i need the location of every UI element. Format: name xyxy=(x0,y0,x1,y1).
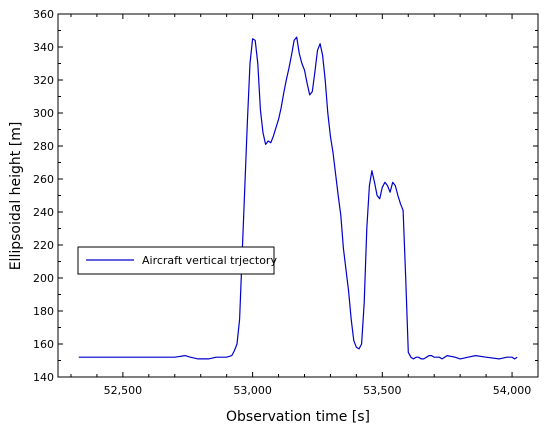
y-tick-label: 140 xyxy=(33,371,54,384)
y-tick-label: 300 xyxy=(33,107,54,120)
y-tick-label: 160 xyxy=(33,338,54,351)
y-tick-label: 340 xyxy=(33,41,54,54)
x-tick-label: 54,000 xyxy=(493,384,532,397)
x-axis-title: Observation time [s] xyxy=(226,409,370,425)
y-tick-label: 180 xyxy=(33,305,54,318)
ticks xyxy=(58,13,539,378)
y-tick-label: 320 xyxy=(33,74,54,87)
tick-labels: 140 160 180 200 220 240 260 280 300 320 340 360 52,5… xyxy=(33,8,531,397)
x-tick-label: 53,500 xyxy=(363,384,402,397)
x-tick-label: 52,500 xyxy=(104,384,143,397)
plot-area xyxy=(57,13,539,378)
legend: Aircraft vertical trjectory xyxy=(77,246,277,275)
y-tick-label: 200 xyxy=(33,272,54,285)
series-line xyxy=(78,36,518,360)
y-tick-label: 220 xyxy=(33,239,54,252)
y-tick-label: 280 xyxy=(33,140,54,153)
legend-label: Aircraft vertical trjectory xyxy=(142,254,277,267)
series-group xyxy=(78,36,518,360)
x-tick-label: 53,000 xyxy=(233,384,272,397)
y-axis-title: Ellipsoidal height [m] xyxy=(8,122,24,271)
y-tick-label: 360 xyxy=(33,8,54,21)
y-tick-label: 240 xyxy=(33,206,54,219)
y-tick-label: 260 xyxy=(33,173,54,186)
